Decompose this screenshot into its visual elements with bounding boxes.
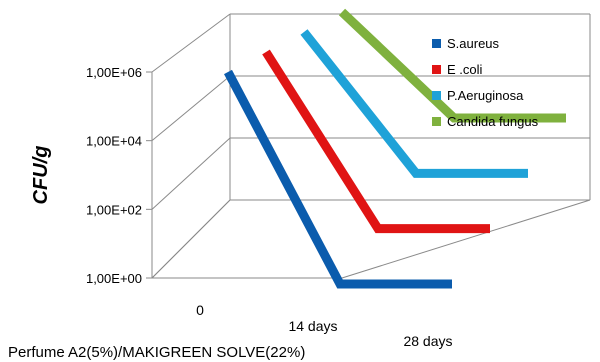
x-category-label: 0 [196,302,204,318]
floor-right [341,199,591,279]
series-line-3 [300,29,528,178]
legend-entry: P.Aeruginosa [447,88,524,103]
y-tick-label: 1,00E+04 [86,134,142,149]
y-tick-label: 1,00E+02 [86,202,142,217]
y-tick-label: 1,00E+06 [86,65,142,80]
floor-left [151,199,231,279]
legend-entry: Candida fungus [447,114,539,129]
gridline-side [151,75,231,142]
chart-frame [146,13,591,279]
y-axis-title: CFU/g [30,146,52,205]
y-tick-label: 1,00E+00 [86,271,142,286]
x-axis-categories: 0 14 days 28 days [196,302,452,349]
legend-swatch [432,117,441,126]
series-line-2 [262,49,490,234]
legend-swatch [432,65,441,74]
legend-entry: E .coli [447,62,483,77]
x-axis-title: Perfume A2(5%)/MAKIGREEN SOLVE(22%) [8,344,305,361]
series-line-1 [224,69,452,289]
gridline-side [151,137,231,210]
series-lines [224,8,566,289]
y-axis-ticks: 1,00E+00 1,00E+02 1,00E+04 1,00E+06 [86,65,142,286]
x-category-label: 14 days [288,318,337,334]
legend-swatch [432,39,441,48]
x-category-label: 28 days [403,333,452,349]
gridline-side [151,13,231,73]
legend-swatch [432,91,441,100]
legend-entry: S.aureus [447,36,500,51]
series-line-4 [338,8,566,123]
legend: S.aureus E .coli P.Aeruginosa Candida fungu… [432,36,539,129]
